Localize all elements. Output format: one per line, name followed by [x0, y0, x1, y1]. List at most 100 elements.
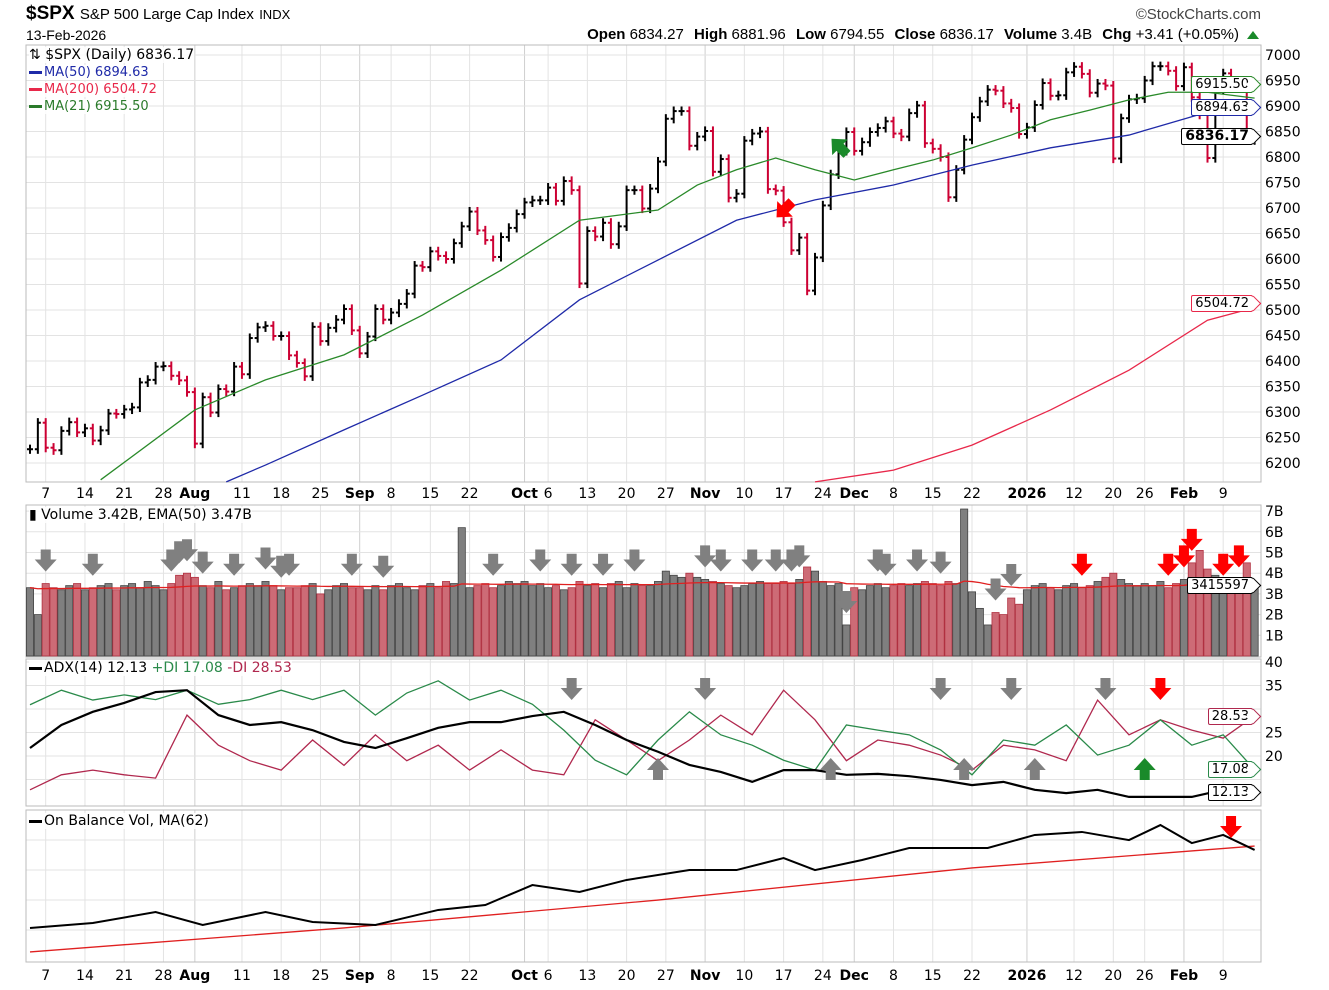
price-axis-label: 6300 [1265, 405, 1301, 421]
volume-bar [881, 587, 890, 657]
volume-bar [795, 579, 804, 657]
volume-bar [324, 589, 333, 657]
volume-bar [748, 583, 757, 657]
volume-bar [277, 589, 286, 657]
price-bar [450, 238, 457, 264]
arrow-down-icon [176, 539, 198, 562]
price-bar [788, 217, 795, 255]
volume-bar [371, 585, 380, 657]
ma21-legend: MA(21) 6915.50 [29, 99, 149, 114]
price-bar [50, 443, 57, 455]
price-bar [686, 106, 693, 151]
volume-bar [677, 576, 686, 657]
volume-panel-frame [25, 504, 1262, 658]
adx-panel-frame [25, 658, 1262, 807]
volume-bar [49, 587, 58, 657]
adx-line [29, 689, 1255, 798]
volume-bar [865, 585, 874, 657]
volume-bar [536, 583, 545, 657]
price-bar [325, 323, 332, 346]
date-axis-label: 26 [1136, 486, 1154, 502]
volume-label: Volume [1003, 26, 1058, 43]
volume-bar [756, 581, 765, 657]
price-bar [490, 235, 497, 262]
arrow-up-icon [647, 758, 669, 780]
volume-bar [873, 583, 882, 657]
price-bar [388, 307, 395, 325]
date-axis-label: 8 [889, 968, 898, 984]
price-bar [945, 152, 952, 202]
price-bar [906, 108, 913, 142]
price-bar [812, 252, 818, 296]
exchange: INDX [259, 7, 291, 22]
price-bar [380, 304, 387, 325]
volume-bar [442, 581, 451, 657]
volume-bar [920, 581, 929, 657]
price-axis-label: 6750 [1265, 176, 1301, 192]
volume-bar [528, 585, 537, 657]
arrow-down-icon [529, 549, 552, 572]
volume-bar [80, 589, 89, 657]
volume-bar [614, 581, 623, 657]
date-axis-label: 20 [1104, 486, 1122, 502]
volume-bar [787, 583, 796, 657]
ma21-legend-text: MA(21) 6915.50 [44, 99, 149, 114]
price-bar [984, 85, 991, 106]
price-bar [953, 165, 960, 202]
volume-bar [1093, 581, 1102, 657]
volume-bar [1007, 597, 1016, 657]
price-bar [607, 218, 614, 249]
volume-bar [1062, 585, 1071, 657]
arrow-down-icon [160, 549, 183, 572]
volume-bar [1125, 583, 1134, 657]
volume-bar [1148, 585, 1157, 657]
price-axis-label: 6250 [1265, 431, 1301, 447]
price-bar [199, 392, 206, 449]
price-bar [623, 185, 630, 231]
price-bar [961, 135, 968, 175]
price-bar [136, 377, 143, 412]
price-bar [1008, 98, 1015, 113]
ma50-line [225, 108, 1255, 483]
volume-bar [269, 585, 278, 657]
volume-bar [182, 572, 191, 657]
price-bar [914, 100, 921, 118]
volume-bar [724, 585, 733, 657]
volume-bar [1077, 587, 1086, 657]
date-axis-label: 12 [1065, 486, 1083, 502]
volume-value: 3.4B [1061, 26, 1093, 43]
price-bar [694, 132, 701, 151]
volume-bar [850, 587, 859, 657]
volume-bar [622, 587, 631, 657]
price-bar [66, 417, 73, 436]
price-bar [1000, 86, 1007, 109]
volume-bar [104, 583, 113, 657]
arrow-up-icon [1133, 758, 1156, 780]
volume-bar [544, 587, 553, 657]
price-bar [1086, 69, 1093, 98]
open-label: Open [587, 26, 626, 43]
price-axis-label: 6600 [1265, 252, 1301, 268]
adx-axis-label: 35 [1265, 679, 1283, 695]
volume-bar [811, 570, 820, 657]
arrow-down-icon [81, 553, 104, 576]
date-axis-label: 10 [735, 968, 753, 984]
price-bar [231, 362, 238, 397]
price-bar [859, 137, 866, 156]
price-bar [278, 331, 285, 341]
price-bar [1157, 61, 1164, 71]
price-bar [341, 304, 347, 325]
arrow-up-icon [819, 758, 842, 780]
volume-bar [575, 581, 584, 657]
mdi-value-tag: 28.53 [1207, 708, 1253, 725]
price-bar [270, 321, 277, 341]
volume-bar [489, 587, 498, 657]
volume-bar [1242, 562, 1251, 657]
volume-bar [237, 585, 246, 657]
volume-bar [975, 607, 984, 657]
date-axis-label: 15 [924, 486, 942, 502]
price-axis-label: 7000 [1265, 48, 1301, 64]
volume-bar [41, 583, 50, 657]
price-bar [105, 408, 112, 435]
volume-bar [57, 589, 66, 657]
